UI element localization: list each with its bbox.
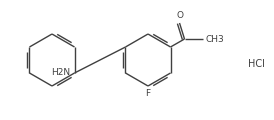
Text: H2N: H2N (52, 68, 70, 77)
Text: F: F (145, 89, 150, 98)
Text: O: O (176, 11, 183, 20)
Text: HCl: HCl (248, 59, 265, 69)
Text: CH3: CH3 (206, 35, 224, 44)
